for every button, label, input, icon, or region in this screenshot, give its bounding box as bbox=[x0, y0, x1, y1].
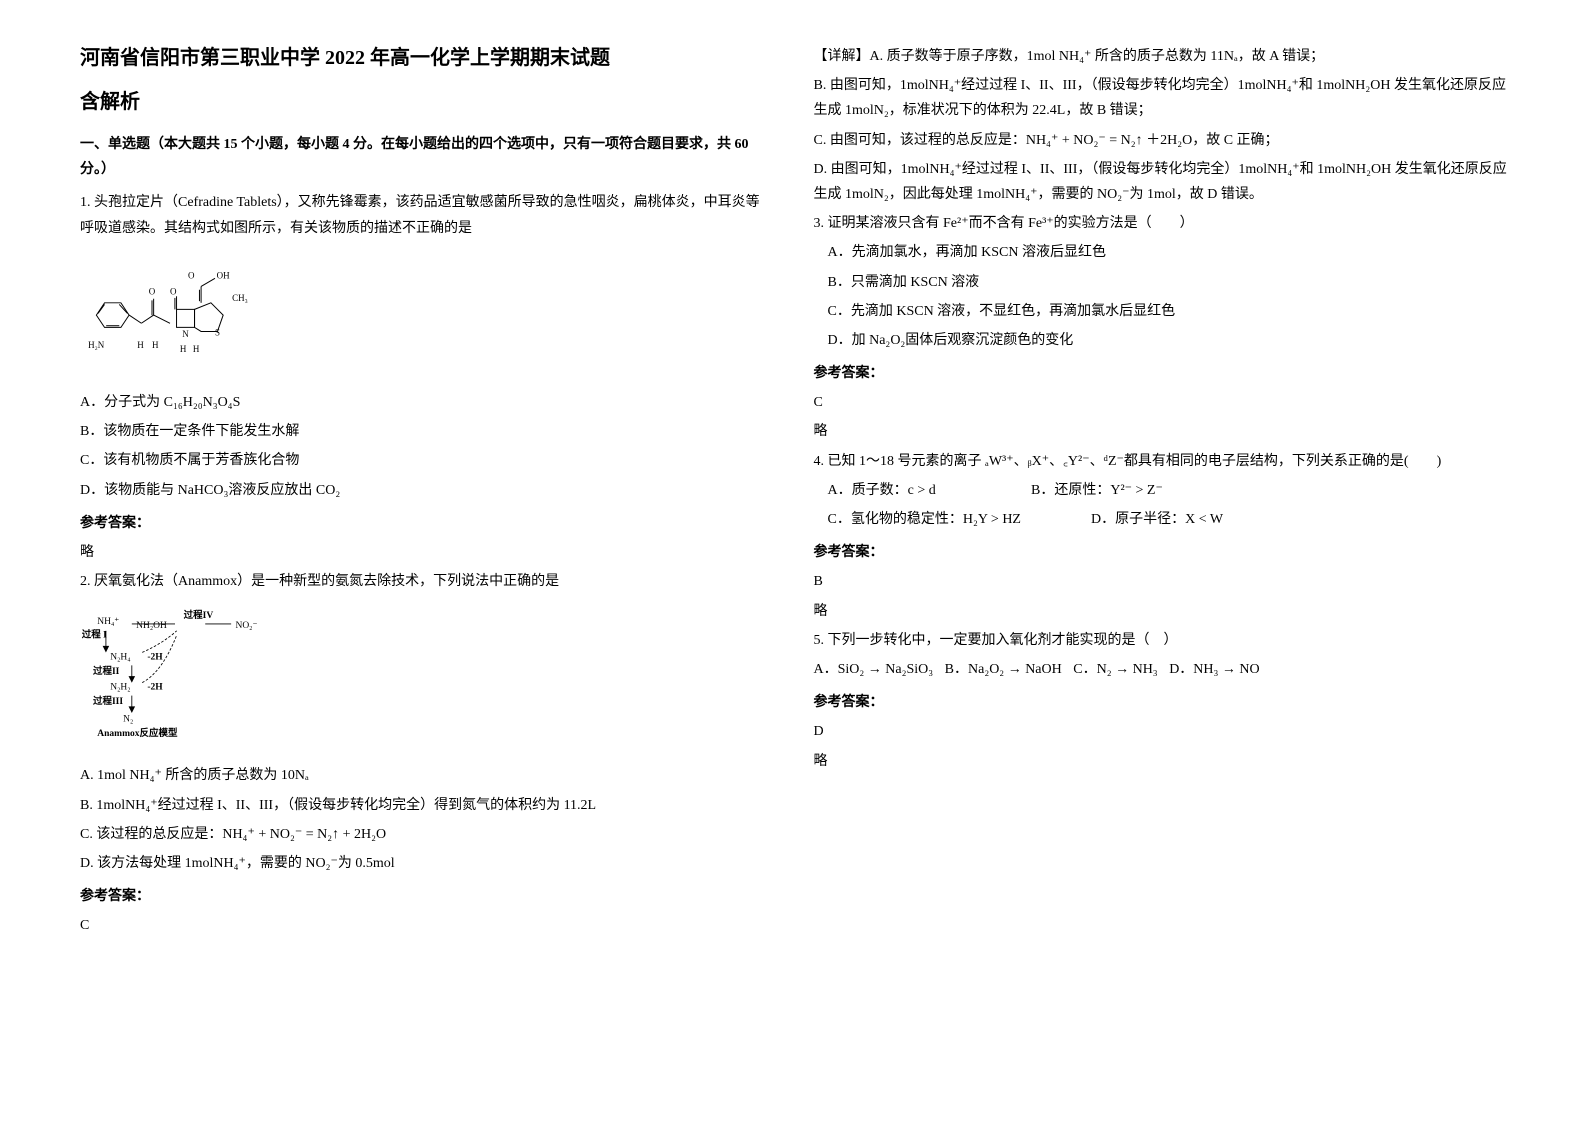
q3-option-c: C．先滴加 KSCN 溶液，不显红色，再滴加氯水后显红色 bbox=[814, 299, 1508, 324]
d2-NH2OH: NH₂OH bbox=[136, 621, 167, 631]
q1-option-a: A．分子式为 C₁₆H₂₀N₃O₄S bbox=[80, 390, 774, 415]
q5-option-b: B．Na₂O₂ → NaOH bbox=[945, 657, 1062, 682]
detail-c: C. 由图可知，该过程的总反应是：NH₄⁺ + NO₂⁻ = N₂↑ ＋2H₂O… bbox=[814, 128, 1508, 153]
diag1-O2: O bbox=[149, 286, 156, 296]
d2-caption: Anammox反应模型 bbox=[97, 727, 178, 739]
d2-proc1: 过程 I bbox=[82, 629, 107, 641]
q2-option-b: B. 1molNH₄⁺经过过程 I、II、III，（假设每步转化均完全）得到氮气… bbox=[80, 793, 774, 818]
q3-option-d: D．加 Na₂O₂固体后观察沉淀颜色的变化 bbox=[814, 328, 1508, 353]
diag1-CH3: CH₃ bbox=[232, 293, 248, 303]
q1-answer-label: 参考答案： bbox=[80, 511, 774, 536]
q4-options-cd: C．氢化物的稳定性：H₂Y > HZ D．原子半径：X < W bbox=[814, 507, 1508, 532]
q1-structure-diagram: O OH O O CH₃ H₂N H H H H N S bbox=[80, 251, 260, 371]
q5-stem: 5. 下列一步转化中，一定要加入氧化剂才能实现的是（ ） bbox=[814, 628, 1508, 653]
q4-answer: B bbox=[814, 569, 1508, 594]
q5-skip: 略 bbox=[814, 749, 1508, 774]
q4-option-c: C．氢化物的稳定性：H₂Y > HZ bbox=[828, 507, 1088, 532]
q3-stem: 3. 证明某溶液只含有 Fe²⁺而不含有 Fe³⁺的实验方法是（ ） bbox=[814, 211, 1508, 236]
diag1-O: O bbox=[188, 270, 195, 280]
diag1-S: S bbox=[215, 327, 220, 337]
q1-stem: 1. 头孢拉定片（Cefradine Tablets），又称先锋霉素，该药品适宜… bbox=[80, 190, 774, 240]
d2-N2H2: N₂H₂ bbox=[110, 683, 130, 693]
diag1-O3: O bbox=[170, 286, 177, 296]
q4-answer-label: 参考答案： bbox=[814, 540, 1508, 565]
q2-answer: C bbox=[80, 913, 774, 938]
q2-anammox-diagram: NH₄⁺ NH₂OH 过程IV NO₂⁻ 过程 I N₂H₄ -2H 过程II … bbox=[80, 604, 270, 744]
d2-NH4: NH₄⁺ bbox=[97, 617, 119, 627]
q1-option-d: D．该物质能与 NaHCO₃溶液反应放出 CO₂ bbox=[80, 478, 774, 503]
q4-skip: 略 bbox=[814, 599, 1508, 624]
d2-proc4: 过程IV bbox=[184, 609, 214, 621]
section-1-heading: 一、单选题（本大题共 15 个小题，每小题 4 分。在每小题给出的四个选项中，只… bbox=[80, 132, 774, 182]
q5-answer: D bbox=[814, 719, 1508, 744]
q4-option-d: D．原子半径：X < W bbox=[1091, 512, 1223, 527]
detail-d: D. 由图可知，1molNH₄⁺经过过程 I、II、III，（假设每步转化均完全… bbox=[814, 157, 1508, 207]
q2-option-d: D. 该方法每处理 1molNH₄⁺，需要的 NO₂⁻为 0.5mol bbox=[80, 851, 774, 876]
diag1-N: N bbox=[182, 329, 189, 339]
diag1-H2N: H₂N bbox=[88, 340, 105, 350]
d2-m2H1: -2H bbox=[147, 653, 163, 663]
q1-option-b: B．该物质在一定条件下能发生水解 bbox=[80, 419, 774, 444]
d2-N2: N₂ bbox=[123, 715, 133, 725]
diag1-H3: H bbox=[180, 344, 187, 354]
d2-NO2: NO₂⁻ bbox=[235, 621, 257, 631]
q2-option-c: C. 该过程的总反应是：NH₄⁺ + NO₂⁻ = N₂↑ + 2H₂O bbox=[80, 822, 774, 847]
detail-b: B. 由图可知，1molNH₄⁺经过过程 I、II、III，（假设每步转化均完全… bbox=[814, 73, 1508, 123]
q4-option-a: A．质子数：c > d bbox=[828, 478, 1028, 503]
d2-N2H4: N₂H₄ bbox=[110, 653, 130, 663]
q2-answer-label: 参考答案： bbox=[80, 884, 774, 909]
q3-answer: C bbox=[814, 390, 1508, 415]
d2-proc2: 过程II bbox=[93, 665, 120, 677]
diag1-OH: OH bbox=[217, 270, 230, 280]
q3-answer-label: 参考答案： bbox=[814, 361, 1508, 386]
title-line2: 含解析 bbox=[80, 84, 774, 120]
q4-options-ab: A．质子数：c > d B．还原性：Y²⁻ > Z⁻ bbox=[814, 478, 1508, 503]
title-line1: 河南省信阳市第三职业中学 2022 年高一化学上学期期末试题 bbox=[80, 40, 774, 76]
d2-m2H2: -2H bbox=[147, 683, 163, 693]
q5-option-c: C．N₂ → NH₃ bbox=[1073, 657, 1157, 682]
q2-stem: 2. 厌氧氨化法（Anammox）是一种新型的氨氮去除技术，下列说法中正确的是 bbox=[80, 569, 774, 594]
q5-option-d: D．NH₃ → NO bbox=[1169, 657, 1259, 682]
diag1-H1: H bbox=[137, 340, 144, 350]
q4-stem: 4. 已知 1～18 号元素的离子 ₐW³⁺、ᵦX⁺、꜀Y²⁻、ᵈZ⁻都具有相同… bbox=[814, 449, 1508, 474]
d2-proc3: 过程III bbox=[93, 695, 123, 707]
q1-answer: 略 bbox=[80, 540, 774, 565]
diag1-H4: H bbox=[193, 344, 200, 354]
q3-option-a: A．先滴加氯水，再滴加 KSCN 溶液后显红色 bbox=[814, 240, 1508, 265]
q3-option-b: B．只需滴加 KSCN 溶液 bbox=[814, 270, 1508, 295]
diag1-H2: H bbox=[152, 340, 159, 350]
q5-answer-label: 参考答案： bbox=[814, 690, 1508, 715]
q5-options: A．SiO₂ → Na₂SiO₃ B．Na₂O₂ → NaOH C．N₂ → N… bbox=[814, 657, 1508, 682]
q4-option-b: B．还原性：Y²⁻ > Z⁻ bbox=[1031, 483, 1163, 498]
q2-option-a: A. 1mol NH₄⁺ 所含的质子总数为 10Nₐ bbox=[80, 763, 774, 788]
q5-option-a: A．SiO₂ → Na₂SiO₃ bbox=[814, 657, 934, 682]
q1-option-c: C．该有机物质不属于芳香族化合物 bbox=[80, 448, 774, 473]
detail-a: 【详解】A. 质子数等于原子序数，1mol NH₄⁺ 所含的质子总数为 11Nₐ… bbox=[814, 44, 1508, 69]
q3-skip: 略 bbox=[814, 419, 1508, 444]
